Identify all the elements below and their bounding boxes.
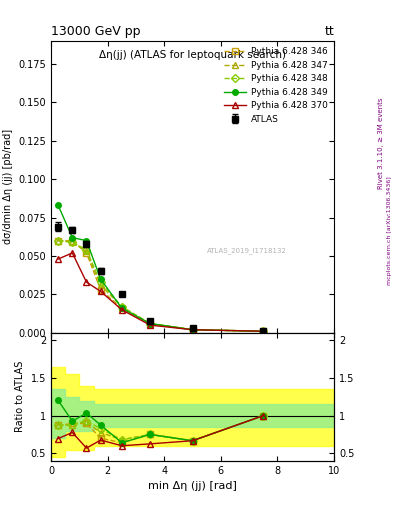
Pythia 6.428 370 bbox=[190, 327, 195, 333]
Pythia 6.428 348 bbox=[261, 328, 266, 334]
Text: mcplots.cern.ch [arXiv:1306.3436]: mcplots.cern.ch [arXiv:1306.3436] bbox=[387, 176, 391, 285]
Pythia 6.428 346 bbox=[56, 238, 61, 244]
Pythia 6.428 370 bbox=[119, 307, 124, 313]
Line: Pythia 6.428 349: Pythia 6.428 349 bbox=[55, 203, 266, 334]
Pythia 6.428 346 bbox=[190, 327, 195, 333]
Line: Pythia 6.428 370: Pythia 6.428 370 bbox=[55, 250, 266, 334]
Pythia 6.428 348 bbox=[148, 321, 152, 327]
Pythia 6.428 346 bbox=[261, 328, 266, 334]
Pythia 6.428 346 bbox=[98, 287, 103, 293]
Pythia 6.428 370 bbox=[98, 288, 103, 294]
Pythia 6.428 349 bbox=[98, 276, 103, 282]
Pythia 6.428 347 bbox=[119, 304, 124, 310]
Pythia 6.428 347 bbox=[84, 248, 89, 254]
Pythia 6.428 348 bbox=[56, 238, 61, 244]
Pythia 6.428 349 bbox=[119, 305, 124, 311]
Pythia 6.428 349 bbox=[84, 238, 89, 244]
Line: Pythia 6.428 347: Pythia 6.428 347 bbox=[55, 238, 266, 334]
Pythia 6.428 348 bbox=[98, 279, 103, 285]
Pythia 6.428 346 bbox=[148, 321, 152, 327]
Pythia 6.428 370 bbox=[84, 279, 89, 285]
Line: Pythia 6.428 346: Pythia 6.428 346 bbox=[55, 238, 266, 334]
Text: tt: tt bbox=[324, 26, 334, 38]
Pythia 6.428 349 bbox=[70, 234, 75, 241]
Pythia 6.428 346 bbox=[70, 238, 75, 244]
Text: Δη(jj) (ATLAS for leptoquark search): Δη(jj) (ATLAS for leptoquark search) bbox=[99, 50, 286, 60]
Pythia 6.428 347 bbox=[148, 321, 152, 327]
Pythia 6.428 346 bbox=[119, 305, 124, 311]
Pythia 6.428 370 bbox=[261, 328, 266, 334]
Pythia 6.428 349 bbox=[261, 328, 266, 334]
Pythia 6.428 370 bbox=[148, 322, 152, 328]
Pythia 6.428 347 bbox=[190, 327, 195, 333]
Text: ATLAS_2019_I1718132: ATLAS_2019_I1718132 bbox=[207, 248, 286, 254]
Pythia 6.428 370 bbox=[70, 250, 75, 256]
Pythia 6.428 349 bbox=[190, 327, 195, 333]
Pythia 6.428 347 bbox=[56, 238, 61, 244]
Line: Pythia 6.428 348: Pythia 6.428 348 bbox=[55, 238, 266, 334]
Text: Rivet 3.1.10, ≥ 3M events: Rivet 3.1.10, ≥ 3M events bbox=[378, 98, 384, 189]
Y-axis label: Ratio to ATLAS: Ratio to ATLAS bbox=[15, 361, 25, 433]
Pythia 6.428 347 bbox=[98, 282, 103, 288]
Pythia 6.428 349 bbox=[148, 321, 152, 327]
Pythia 6.428 348 bbox=[190, 327, 195, 333]
Pythia 6.428 348 bbox=[84, 247, 89, 253]
Pythia 6.428 347 bbox=[261, 328, 266, 334]
Pythia 6.428 370 bbox=[56, 256, 61, 262]
Pythia 6.428 346 bbox=[84, 250, 89, 256]
Text: 13000 GeV pp: 13000 GeV pp bbox=[51, 26, 141, 38]
Pythia 6.428 347 bbox=[70, 239, 75, 245]
Pythia 6.428 348 bbox=[70, 239, 75, 245]
Y-axis label: dσ/dmin Δη (jj) [pb/rad]: dσ/dmin Δη (jj) [pb/rad] bbox=[3, 130, 13, 244]
Pythia 6.428 348 bbox=[119, 304, 124, 310]
Legend: Pythia 6.428 346, Pythia 6.428 347, Pythia 6.428 348, Pythia 6.428 349, Pythia 6: Pythia 6.428 346, Pythia 6.428 347, Pyth… bbox=[220, 44, 331, 127]
X-axis label: min Δη (jj) [rad]: min Δη (jj) [rad] bbox=[148, 481, 237, 491]
Pythia 6.428 349 bbox=[56, 202, 61, 208]
